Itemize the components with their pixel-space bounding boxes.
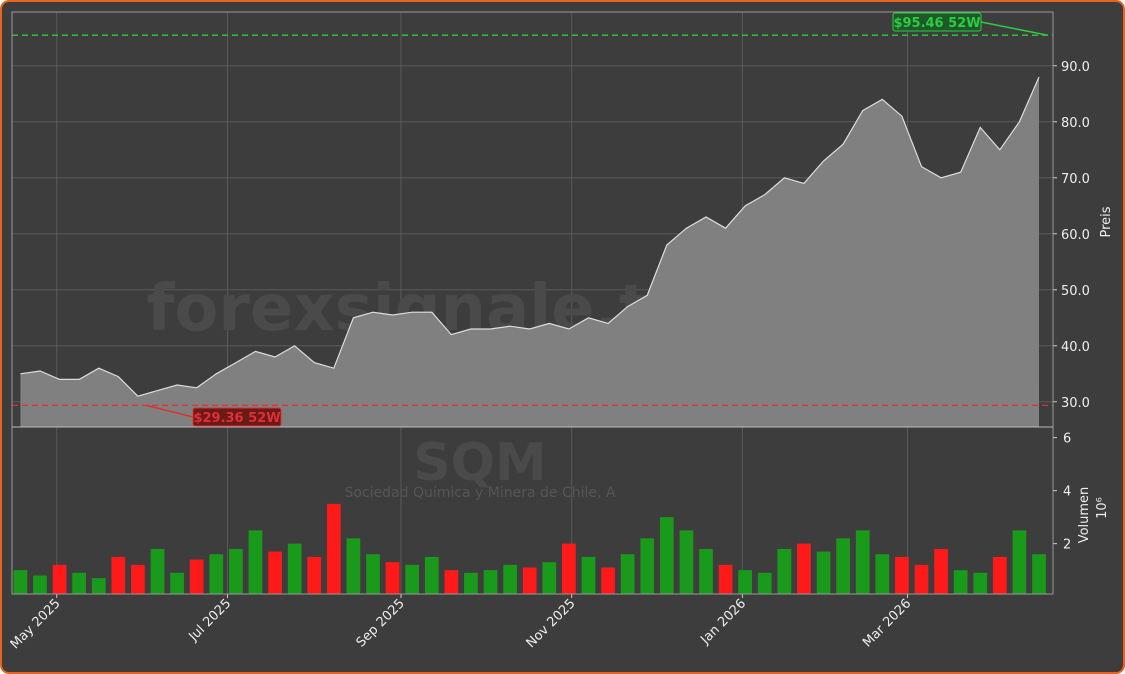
y-tick-label: 60.0 xyxy=(1061,228,1090,243)
y-tick-label: 70.0 xyxy=(1061,172,1090,187)
volume-bar xyxy=(170,572,184,594)
volume-bar xyxy=(424,556,439,594)
volume-bar xyxy=(150,548,165,594)
volume-bar xyxy=(248,530,263,594)
volume-bar xyxy=(797,543,811,594)
volume-bar xyxy=(444,570,459,594)
y-tick-label: 40.0 xyxy=(1061,340,1090,355)
volume-bar xyxy=(346,538,361,594)
volume-bar xyxy=(679,530,694,594)
price-area xyxy=(20,77,1040,427)
volume-bar xyxy=(229,548,243,594)
volume-bar xyxy=(503,564,517,594)
volume-bar xyxy=(816,551,831,594)
volume-tick-label: 6 xyxy=(1063,432,1071,447)
volume-bar xyxy=(91,578,106,594)
volume-bar xyxy=(914,564,929,594)
volume-bar xyxy=(522,567,537,594)
volume-bar xyxy=(189,559,204,594)
volume-bar xyxy=(307,556,322,594)
volume-bar xyxy=(131,564,145,594)
volume-bar xyxy=(542,562,557,594)
volume-tick-label: 2 xyxy=(1063,538,1071,553)
volume-bar xyxy=(268,551,282,594)
volume-bar xyxy=(1012,530,1027,594)
plot-frame xyxy=(11,11,1054,595)
y-tick-label: 50.0 xyxy=(1061,284,1090,299)
volume-bar xyxy=(640,538,655,594)
volume-bar xyxy=(953,570,968,594)
volume-bar xyxy=(405,564,420,594)
annotation-label: $95.46 52W xyxy=(893,16,980,31)
volume-bar xyxy=(992,556,1007,594)
volume-bar xyxy=(836,538,850,594)
volume-bar xyxy=(581,556,596,594)
volume-axis-label: Volumen xyxy=(1077,487,1092,544)
volume-bar xyxy=(52,564,67,594)
volume-bar xyxy=(562,543,576,594)
subtitle: Sociedad Química y Minera de Chile, A xyxy=(345,485,616,501)
volume-bar xyxy=(738,570,753,594)
ticker: SQM xyxy=(413,433,546,493)
volume-bar xyxy=(757,572,772,594)
volume-bar xyxy=(934,548,948,594)
annotation-arrow xyxy=(980,21,1048,36)
price-line xyxy=(20,76,1040,397)
annotation-arrow xyxy=(146,404,194,418)
volume-bar xyxy=(973,572,988,594)
volume-bar xyxy=(33,575,47,594)
volume-bar xyxy=(875,554,890,594)
y-tick-label: 80.0 xyxy=(1061,116,1090,131)
annotation-box xyxy=(192,407,282,427)
y-tick-label: 30.0 xyxy=(1061,396,1090,411)
volume-bar xyxy=(620,554,635,594)
y-tick-label: 90.0 xyxy=(1061,60,1090,75)
annotation-box xyxy=(892,12,982,32)
volume-bar xyxy=(699,548,713,594)
volume-bar xyxy=(483,570,498,594)
volume-bar xyxy=(287,543,302,594)
volume-unit: 10⁶ xyxy=(1095,497,1110,519)
volume-bar xyxy=(1032,554,1046,594)
volume-bar xyxy=(72,572,87,594)
volume-bar xyxy=(659,517,674,594)
volume-bar xyxy=(464,572,478,594)
volume-bar xyxy=(385,562,400,594)
volume-bar xyxy=(777,548,792,594)
y-axis-label: Preis xyxy=(1099,206,1114,237)
annotation-label: $29.36 52W xyxy=(193,411,280,426)
volume-bar xyxy=(111,556,126,594)
volume-bar xyxy=(895,556,909,594)
volume-bar xyxy=(718,564,733,594)
volume-bar xyxy=(855,530,870,594)
volume-bar xyxy=(601,567,615,594)
volume-bar xyxy=(366,554,380,594)
volume-bar xyxy=(13,570,28,594)
volume-tick-label: 4 xyxy=(1063,485,1071,500)
volume-bar xyxy=(326,503,341,594)
volume-bar xyxy=(209,554,224,594)
